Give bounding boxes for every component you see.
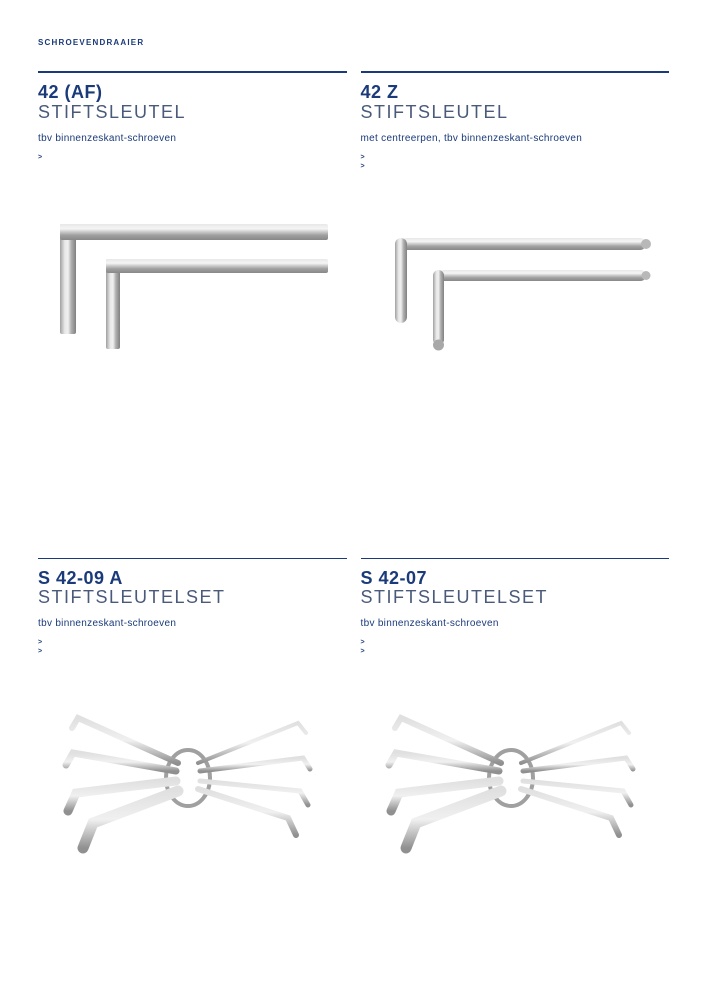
product-desc: tbv binnenzeskant-schroeven [361, 618, 670, 629]
product-code: 42 Z [361, 83, 670, 103]
top-divider [361, 71, 670, 73]
top-divider [38, 71, 347, 73]
product-image [38, 683, 347, 863]
product-image [38, 189, 347, 369]
product-image [361, 198, 670, 378]
product-name: STIFTSLEUTEL [38, 103, 347, 123]
spacer [38, 378, 347, 558]
bullet-list: > > [361, 639, 670, 655]
bullet: > [361, 648, 670, 655]
product-name: STIFTSLEUTELSET [38, 588, 347, 608]
top-divider [361, 558, 670, 559]
bullet-list: > > [38, 639, 347, 655]
product-name: STIFTSLEUTEL [361, 103, 670, 123]
bullet-list: > > [361, 154, 670, 170]
product-card: 42 (AF) STIFTSLEUTEL tbv binnenzeskant-s… [38, 71, 347, 378]
product-desc: tbv binnenzeskant-schroeven [38, 618, 347, 629]
product-code: S 42-07 [361, 569, 670, 589]
bullet: > [38, 639, 347, 646]
bullet: > [361, 639, 670, 646]
product-desc: tbv binnenzeskant-schroeven [38, 133, 347, 144]
product-desc: met centreerpen, tbv binnenzeskant-schro… [361, 133, 670, 144]
product-name: STIFTSLEUTELSET [361, 588, 670, 608]
bullet-list: > [38, 154, 347, 161]
product-image [361, 683, 670, 863]
product-code: 42 (AF) [38, 83, 347, 103]
bullet: > [361, 163, 670, 170]
product-card: 42 Z STIFTSLEUTEL met centreerpen, tbv b… [361, 71, 670, 378]
top-divider [38, 558, 347, 559]
bullet: > [38, 648, 347, 655]
bullet: > [38, 154, 347, 161]
product-grid: 42 (AF) STIFTSLEUTEL tbv binnenzeskant-s… [38, 71, 669, 863]
spacer [361, 378, 670, 558]
bullet: > [361, 154, 670, 161]
category-header: SCHROEVENDRAAIER [38, 38, 669, 47]
product-code: S 42-09 A [38, 569, 347, 589]
product-card: S 42-07 STIFTSLEUTELSET tbv binnenzeskan… [361, 558, 670, 864]
product-card: S 42-09 A STIFTSLEUTELSET tbv binnenzesk… [38, 558, 347, 864]
